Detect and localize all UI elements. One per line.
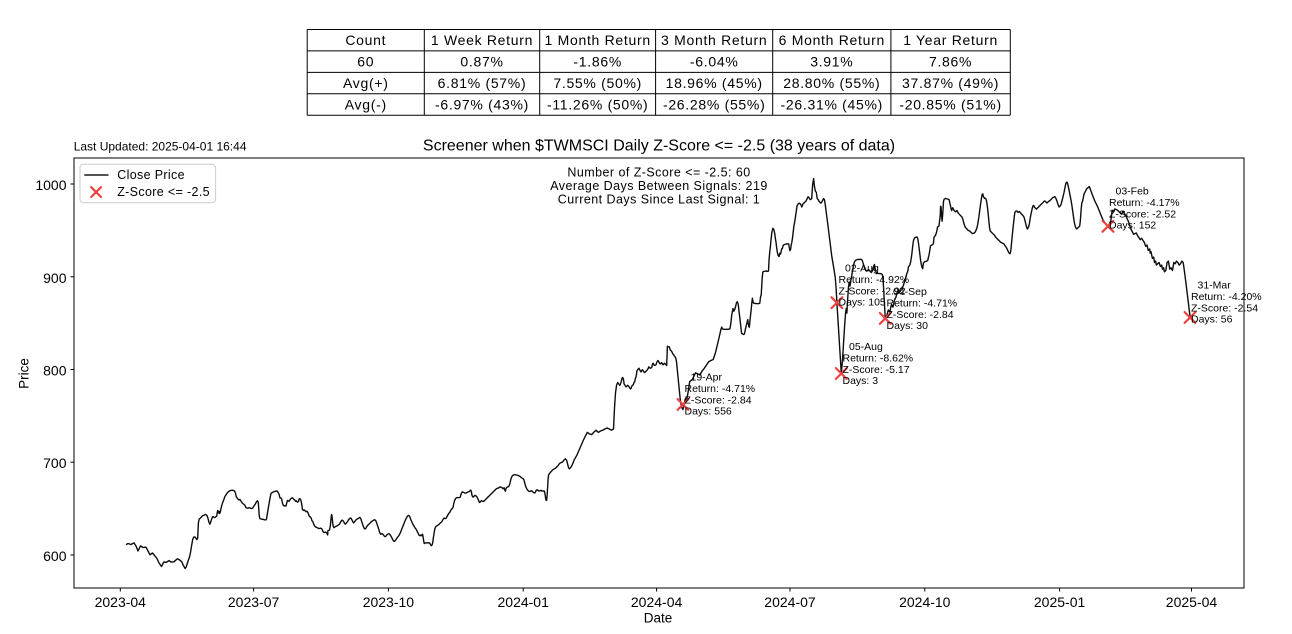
svg-text:1 Year Return: 1 Year Return — [903, 32, 998, 48]
svg-text:6 Month Return: 6 Month Return — [779, 32, 885, 48]
svg-text:Return: -8.62%: Return: -8.62% — [843, 352, 914, 364]
svg-text:2023-07: 2023-07 — [228, 594, 280, 610]
svg-text:-11.26% (50%): -11.26% (50%) — [547, 97, 648, 113]
svg-text:Z-Score: -2.84: Z-Score: -2.84 — [887, 309, 954, 321]
svg-text:-20.85% (51%): -20.85% (51%) — [899, 97, 1001, 113]
svg-text:37.87% (49%): 37.87% (49%) — [902, 75, 999, 91]
svg-text:Days: 30: Days: 30 — [887, 320, 929, 332]
svg-text:Days: 3: Days: 3 — [843, 375, 879, 387]
svg-text:Avg(+): Avg(+) — [343, 75, 389, 91]
svg-text:2025-01: 2025-01 — [1034, 594, 1086, 610]
svg-text:Return: -4.71%: Return: -4.71% — [685, 383, 756, 395]
svg-text:Days: 556: Days: 556 — [685, 406, 732, 418]
svg-text:18.96% (45%): 18.96% (45%) — [666, 75, 763, 91]
svg-text:-26.28% (55%): -26.28% (55%) — [663, 97, 765, 113]
svg-text:Average Days Between Signals:: Average Days Between Signals: 219 — [550, 179, 768, 193]
svg-text:03-Feb: 03-Feb — [1116, 186, 1149, 198]
svg-text:Z-Score: -2.54: Z-Score: -2.54 — [1191, 302, 1258, 314]
svg-text:3.91%: 3.91% — [810, 54, 853, 70]
svg-text:-6.97% (43%): -6.97% (43%) — [435, 97, 529, 113]
svg-text:900: 900 — [43, 270, 67, 286]
svg-text:Return: -4.17%: Return: -4.17% — [1109, 197, 1180, 209]
svg-text:Avg(-): Avg(-) — [345, 97, 387, 113]
svg-text:2023-10: 2023-10 — [363, 594, 415, 610]
svg-text:-1.86%: -1.86% — [573, 54, 622, 70]
svg-text:Count: Count — [345, 32, 386, 48]
svg-text:Date: Date — [644, 611, 673, 626]
svg-text:19-Apr: 19-Apr — [691, 372, 723, 384]
svg-text:04-Sep: 04-Sep — [893, 286, 927, 298]
svg-text:31-Mar: 31-Mar — [1198, 280, 1232, 292]
svg-text:600: 600 — [43, 548, 67, 564]
svg-text:Z-Score: -2.52: Z-Score: -2.52 — [1109, 208, 1176, 220]
svg-text:Z-Score <= -2.5: Z-Score <= -2.5 — [117, 185, 210, 199]
svg-text:1 Week Return: 1 Week Return — [431, 32, 533, 48]
svg-text:Return: -4.92%: Return: -4.92% — [839, 274, 910, 286]
svg-text:Price: Price — [17, 358, 32, 389]
svg-text:Days: 105: Days: 105 — [839, 297, 886, 309]
svg-text:28.80% (55%): 28.80% (55%) — [783, 75, 880, 91]
svg-text:Current Days Since Last Signal: Current Days Since Last Signal: 1 — [558, 192, 760, 206]
svg-text:Number of Z-Score <= -2.5: 60: Number of Z-Score <= -2.5: 60 — [567, 165, 750, 179]
svg-text:-26.31% (45%): -26.31% (45%) — [781, 97, 883, 113]
svg-text:2024-01: 2024-01 — [498, 594, 550, 610]
svg-text:Return: -4.20%: Return: -4.20% — [1191, 291, 1262, 303]
svg-text:Return: -4.71%: Return: -4.71% — [887, 297, 958, 309]
svg-text:2024-07: 2024-07 — [764, 594, 816, 610]
svg-text:60: 60 — [357, 54, 374, 70]
svg-text:Days: 56: Days: 56 — [1191, 314, 1233, 326]
svg-text:800: 800 — [43, 363, 67, 379]
svg-text:05-Aug: 05-Aug — [849, 341, 883, 353]
svg-text:0.87%: 0.87% — [460, 54, 503, 70]
svg-text:2023-04: 2023-04 — [95, 594, 147, 610]
svg-text:3 Month Return: 3 Month Return — [661, 32, 767, 48]
svg-text:700: 700 — [43, 455, 67, 471]
svg-text:Last Updated: 2025-04-01 16:44: Last Updated: 2025-04-01 16:44 — [74, 140, 247, 154]
svg-text:2024-04: 2024-04 — [631, 594, 683, 610]
svg-text:Close Price: Close Price — [117, 168, 185, 182]
svg-text:1 Month Return: 1 Month Return — [545, 32, 651, 48]
svg-text:7.55% (50%): 7.55% (50%) — [553, 75, 642, 91]
svg-text:2024-10: 2024-10 — [899, 594, 951, 610]
svg-text:Days: 152: Days: 152 — [1109, 220, 1156, 232]
svg-text:02-Aug: 02-Aug — [845, 263, 879, 275]
svg-text:7.86%: 7.86% — [929, 54, 972, 70]
svg-text:Z-Score: -2.84: Z-Score: -2.84 — [685, 394, 752, 406]
svg-text:Screener when $TWMSCI Daily Z-: Screener when $TWMSCI Daily Z-Score <= -… — [423, 138, 895, 155]
svg-text:-6.04%: -6.04% — [690, 54, 739, 70]
svg-text:2025-04: 2025-04 — [1166, 594, 1218, 610]
svg-text:1000: 1000 — [35, 177, 66, 193]
svg-text:6.81% (57%): 6.81% (57%) — [438, 75, 527, 91]
svg-text:Z-Score: -2.92: Z-Score: -2.92 — [839, 285, 906, 297]
svg-text:Z-Score: -5.17: Z-Score: -5.17 — [843, 364, 910, 376]
